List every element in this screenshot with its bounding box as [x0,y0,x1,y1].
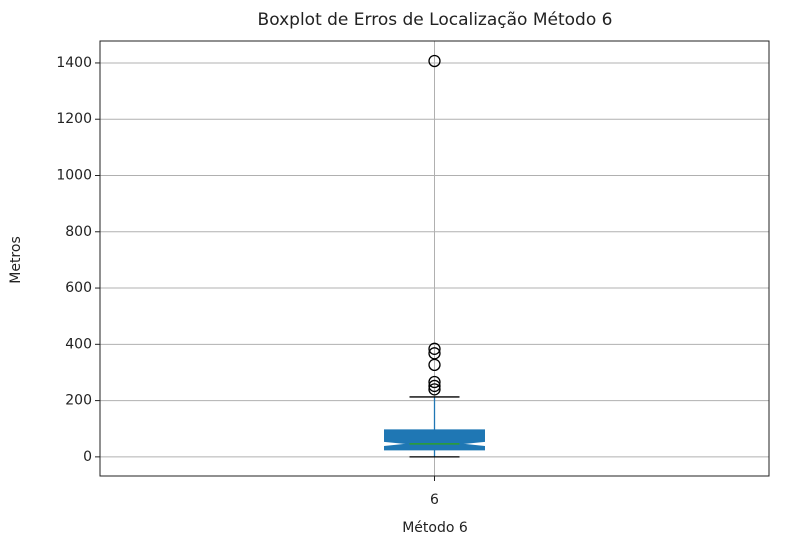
y-tick-label: 600 [65,280,92,296]
x-tick-label: 6 [430,492,439,508]
outlier [428,375,441,389]
outlier [428,379,441,393]
y-axis-label: Metros [8,236,24,284]
y-tick-label: 200 [65,393,92,409]
y-tick-label: 0 [83,449,92,465]
outlier [428,54,441,68]
x-axis-label: Método 6 [402,520,468,536]
y-tick-label: 800 [65,224,92,240]
chart-title: Boxplot de Erros de Localização Método 6 [258,10,613,30]
outlier [428,342,441,355]
y-tick-label: 1400 [56,55,92,71]
box [384,429,485,451]
outlier [428,383,441,396]
y-tick-label: 400 [65,336,92,352]
y-tick-label: 1000 [56,167,92,183]
y-tick-label: 1200 [56,111,92,127]
plot-frame [99,40,770,477]
outlier [428,358,441,372]
